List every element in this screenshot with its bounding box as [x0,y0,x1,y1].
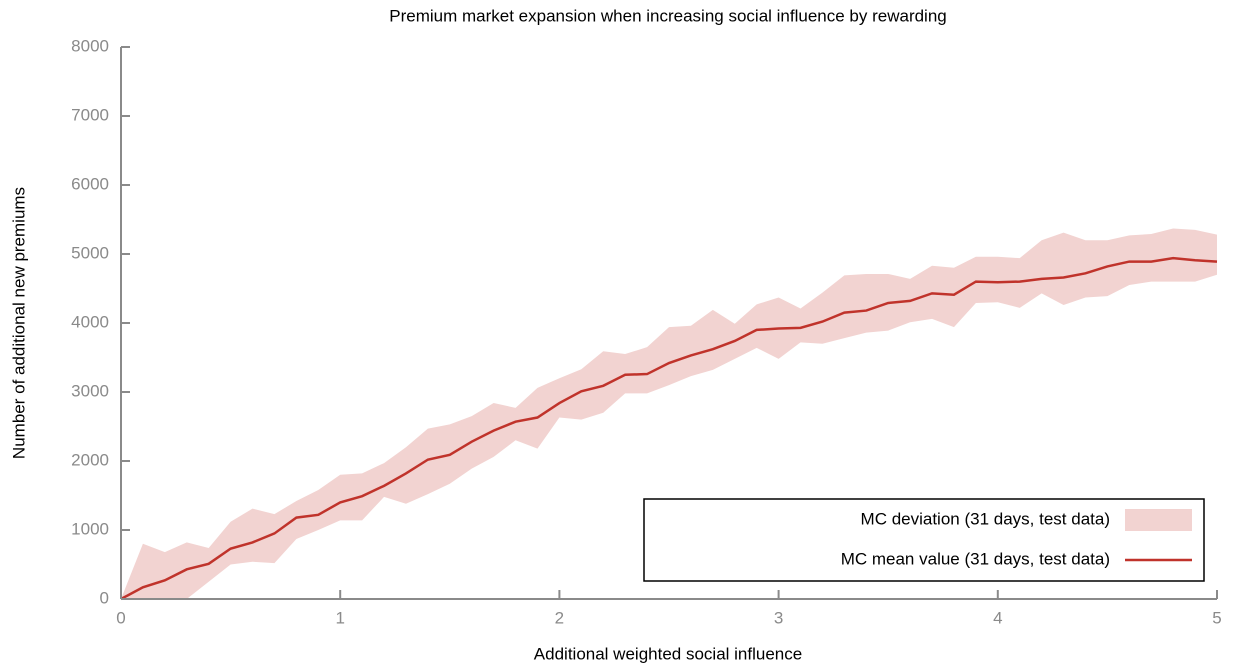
y-tick-label: 6000 [71,174,109,193]
y-tick-label: 7000 [71,105,109,124]
y-tick-label: 8000 [71,36,109,55]
x-tick-label: 2 [555,608,564,627]
y-tick-label: 0 [100,588,109,607]
y-axis-label: Number of additional new premiums [9,187,28,459]
y-tick-label: 4000 [71,312,109,331]
legend-swatch [1125,509,1192,531]
mean-line [120,256,1218,601]
x-axis-label: Additional weighted social influence [534,644,802,663]
legend-box [643,498,1205,582]
y-tick-label: 1000 [71,519,109,538]
legend-label: MC deviation (31 days, test data) [861,509,1110,528]
chart-title: Premium market expansion when increasing… [389,6,947,25]
y-tick-label: 2000 [71,450,109,469]
x-tick-label: 3 [774,608,783,627]
x-tick-label: 1 [335,608,344,627]
x-tick-label: 0 [116,608,125,627]
y-tick-label: 3000 [71,381,109,400]
x-tick-label: 5 [1212,608,1221,627]
legend-label: MC mean value (31 days, test data) [841,549,1110,568]
y-tick-label: 5000 [71,243,109,262]
x-tick-label: 4 [993,608,1002,627]
deviation-band [121,228,1217,599]
